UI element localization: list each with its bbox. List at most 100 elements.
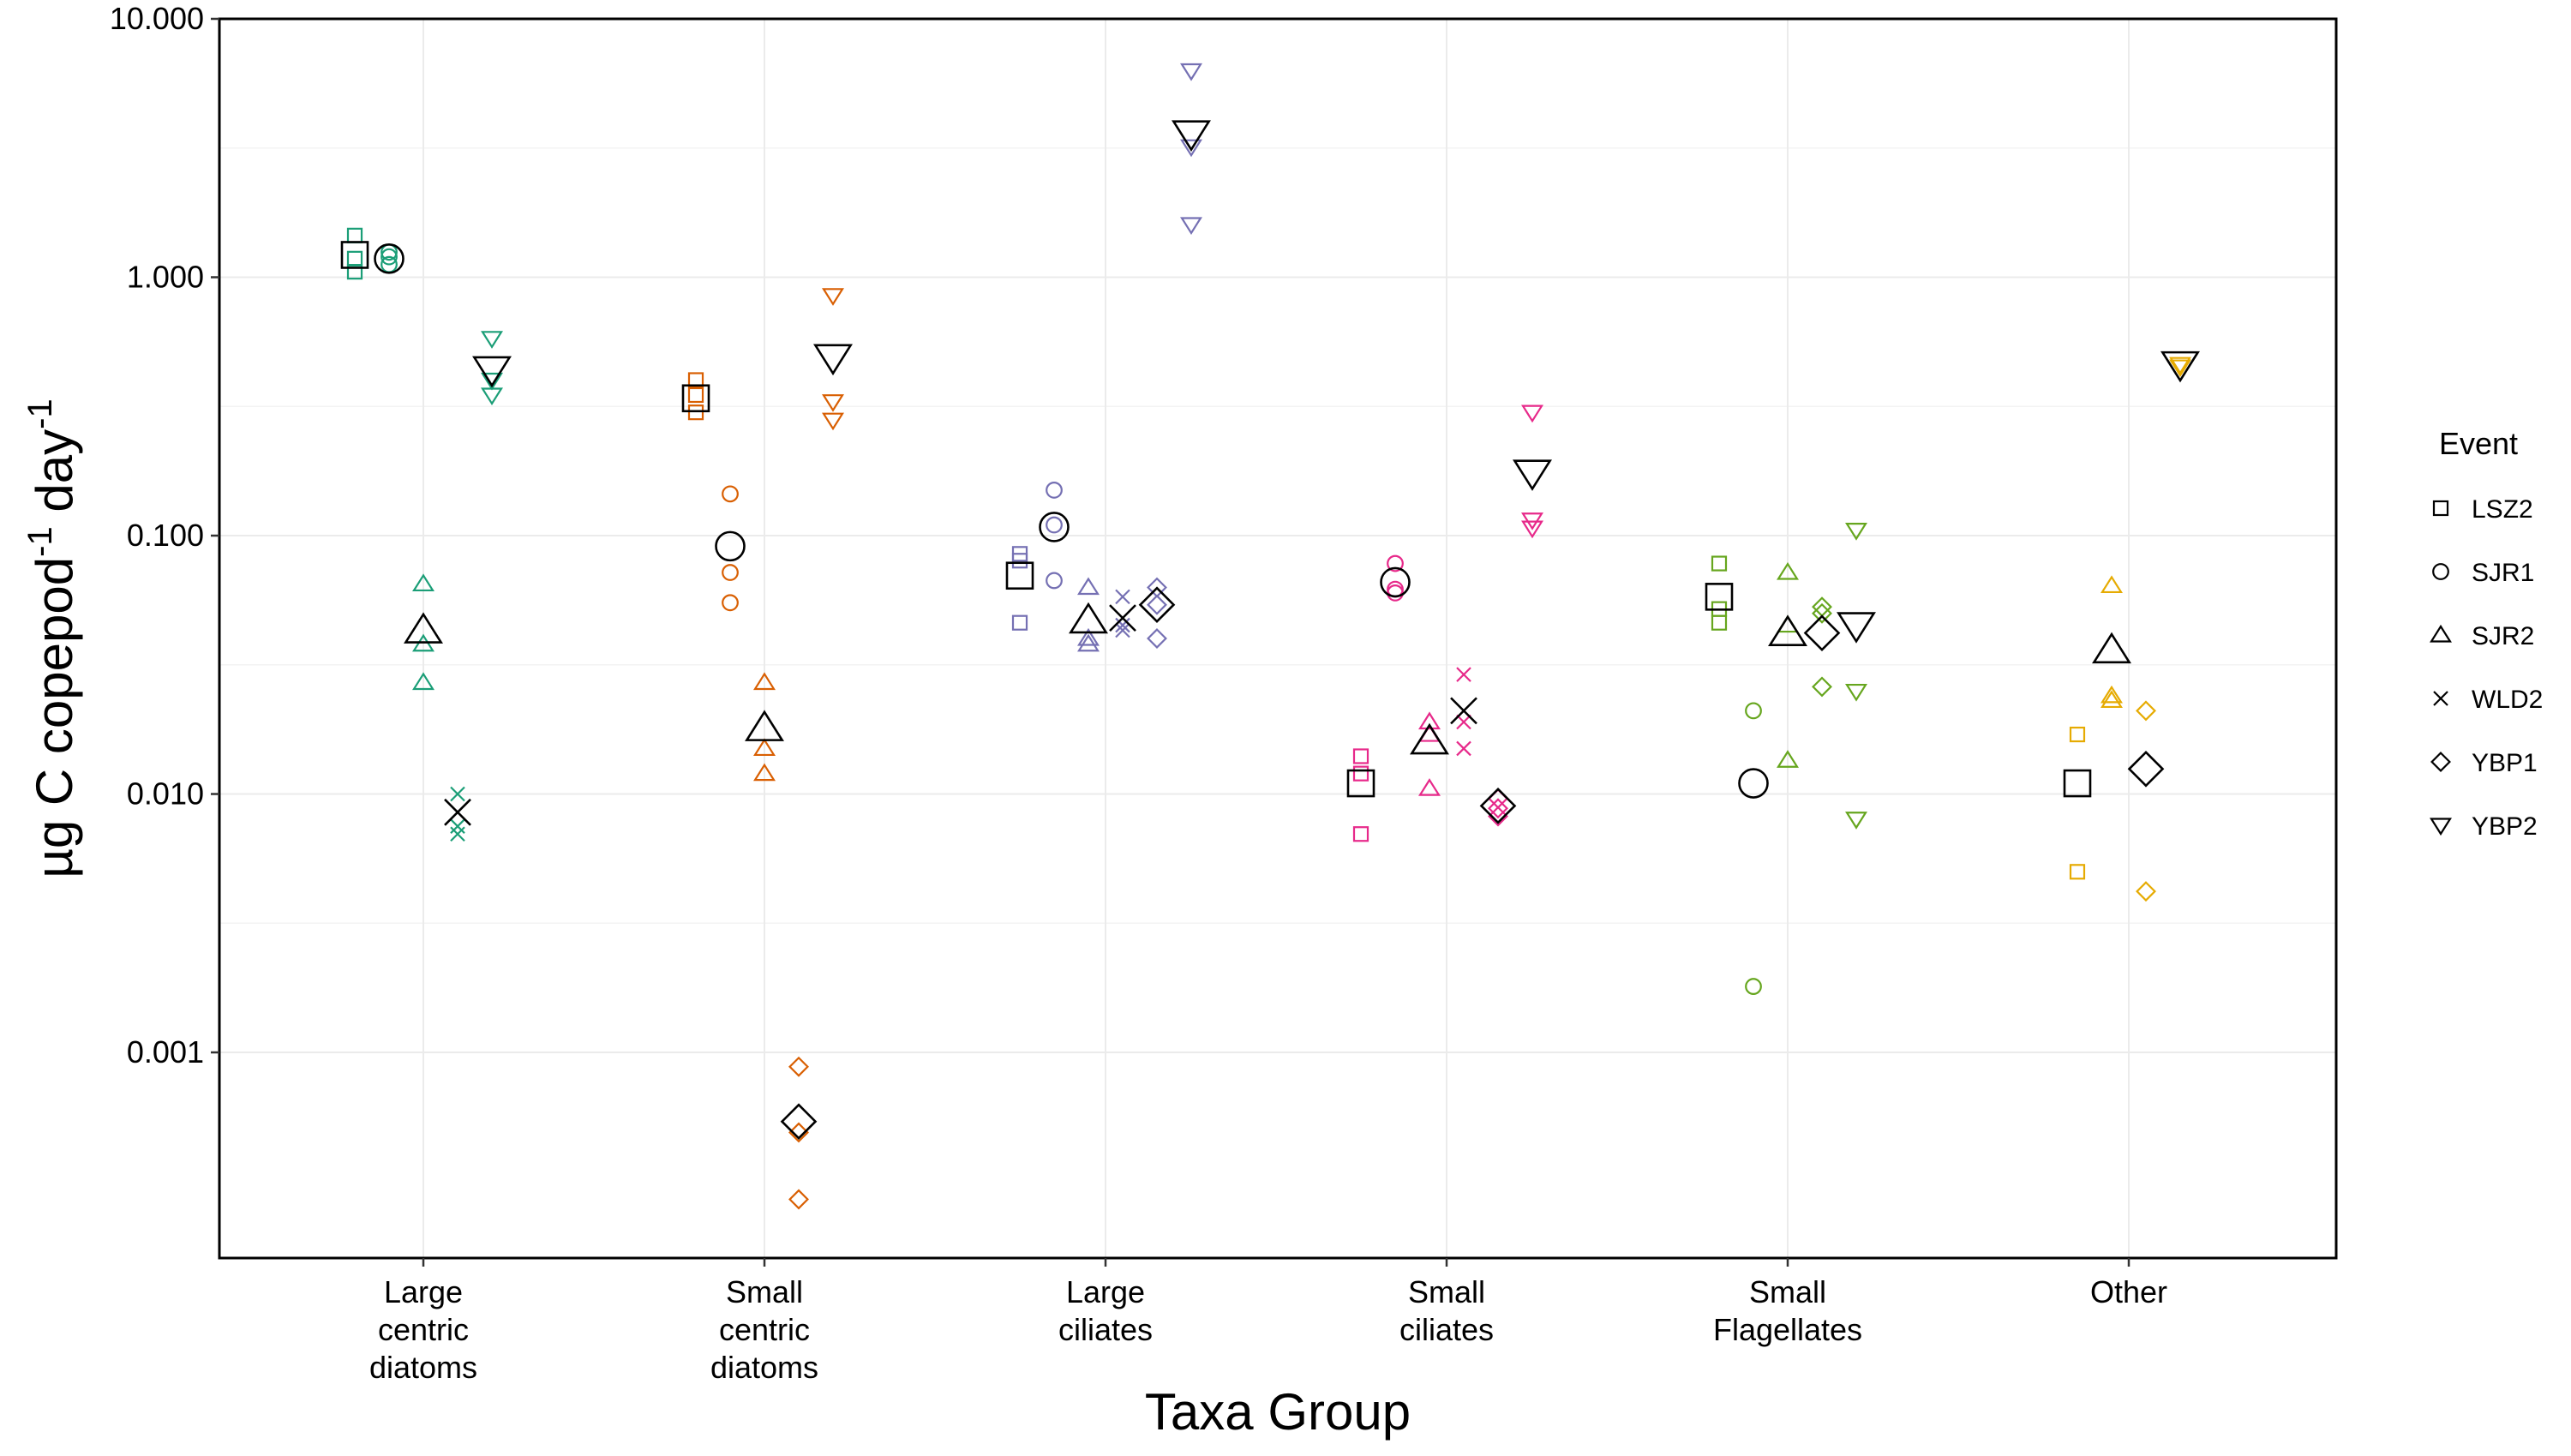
replicate-point-lsz2 <box>1352 826 1369 842</box>
replicate-point-ybp2 <box>1845 812 1867 830</box>
x-tick-label-line: centric <box>378 1312 469 1347</box>
replicate-point-lsz2 <box>1011 553 1028 569</box>
replicate-point-lsz2 <box>687 372 704 388</box>
legend-label-ybp2: YBP2 <box>2472 812 2538 841</box>
mean-point-wld2 <box>1450 697 1477 725</box>
replicate-point-ybp2 <box>822 288 844 306</box>
replicate-point-lsz2 <box>687 404 704 421</box>
mean-point-sjr2 <box>2092 632 2131 664</box>
replicate-point-sjr2 <box>1077 577 1100 596</box>
mean-point-ybp2 <box>813 344 853 376</box>
mean-point-ybp2 <box>472 356 512 388</box>
replicate-point-sjr2 <box>1777 561 1799 580</box>
replicate-point-ybp2 <box>2169 359 2191 378</box>
replicate-point-sjr1 <box>381 248 398 266</box>
replicate-point-ybp1 <box>1812 676 1832 698</box>
mean-point-sjr1 <box>1039 512 1070 542</box>
replicate-point-ybp1 <box>1488 806 1508 827</box>
mean-point-ybp1 <box>1803 614 1841 651</box>
mean-point-lsz2 <box>1005 561 1034 590</box>
mean-point-sjr1 <box>1738 768 1769 799</box>
y-tick-label: 1.000 <box>127 260 204 295</box>
replicate-point-lsz2 <box>346 250 363 267</box>
legend-label-sjr1: SJR1 <box>2472 559 2534 587</box>
mean-point-ybp1 <box>1138 586 1176 624</box>
legend-key-ybp2 <box>2430 818 2452 836</box>
x-tick-label-line: ciliates <box>1399 1312 1494 1347</box>
replicate-point-sjr2 <box>2101 685 2123 704</box>
replicate-point-ybp2 <box>1521 520 1543 539</box>
replicate-point-ybp2 <box>1521 404 1543 423</box>
replicate-point-ybp1 <box>788 1189 809 1210</box>
replicate-point-lsz2 <box>1352 765 1369 782</box>
x-tick-label-line: Small <box>1408 1274 1485 1309</box>
replicate-point-sjr2 <box>1077 627 1100 646</box>
replicate-point-sjr1 <box>1387 554 1404 572</box>
data-points <box>340 63 2200 1210</box>
replicate-point-ybp1 <box>1147 594 1167 615</box>
replicate-point-sjr1 <box>1387 584 1404 602</box>
legend-key-wld2 <box>2433 691 2448 706</box>
replicate-point-sjr2 <box>2101 575 2123 594</box>
y-axis-title-sup: -1 <box>21 398 59 429</box>
legend-label-ybp1: YBP1 <box>2472 749 2538 777</box>
replicate-point-sjr1 <box>1046 482 1063 499</box>
replicate-point-sjr2 <box>1418 711 1441 730</box>
y-axis-title-main: µg C copepod <box>26 557 83 878</box>
replicate-point-sjr2 <box>1418 778 1441 796</box>
legend-label-lsz2: LSZ2 <box>2472 495 2533 524</box>
mean-point-ybp2 <box>1513 459 1552 491</box>
y-axis: 0.001 0.010 0.100 1.000 10.000 <box>110 1 219 1070</box>
replicate-point-ybp2 <box>481 372 503 391</box>
y-tick-label: 10.000 <box>110 1 204 36</box>
replicate-point-ybp2 <box>822 394 844 412</box>
replicate-point-lsz2 <box>1352 748 1369 764</box>
mean-point-ybp2 <box>1837 612 1876 644</box>
plot-panel-border <box>218 17 2338 1260</box>
y-tick-label: 0.001 <box>127 1034 204 1070</box>
legend-key-lsz2 <box>2432 500 2449 517</box>
y-tick-label: 0.100 <box>127 518 204 553</box>
legend-key-sjr1 <box>2432 563 2449 580</box>
x-axis-title: Taxa Group <box>1145 1383 1411 1441</box>
replicate-point-ybp1 <box>788 1122 809 1143</box>
x-tick-label-line: ciliates <box>1058 1312 1153 1347</box>
mean-point-ybp1 <box>780 1103 818 1141</box>
x-tick-label-line: centric <box>719 1312 810 1347</box>
replicate-point-ybp2 <box>2169 357 2191 375</box>
replicate-point-sjr1 <box>1745 978 1762 995</box>
x-tick-label-line: diatoms <box>369 1350 477 1385</box>
replicate-point-lsz2 <box>687 386 704 404</box>
replicate-point-ybp2 <box>1180 217 1202 236</box>
x-tick-label: Other <box>2090 1274 2167 1309</box>
replicate-point-sjr2 <box>1077 633 1100 652</box>
replicate-point-sjr2 <box>2101 690 2123 709</box>
mean-point-wld2 <box>1109 604 1136 632</box>
replicate-point-lsz2 <box>1011 614 1028 631</box>
mean-point-sjr1 <box>374 243 405 274</box>
replicate-point-ybp2 <box>1845 523 1867 541</box>
replicate-point-wld2 <box>1115 589 1130 605</box>
replicate-point-sjr1 <box>722 485 739 503</box>
mean-point-ybp2 <box>1172 120 1211 152</box>
replicate-point-ybp2 <box>481 331 503 349</box>
x-tick-label-line: Small <box>1749 1274 1826 1309</box>
mean-point-wld2 <box>444 798 471 826</box>
replicate-point-ybp2 <box>481 387 503 406</box>
mean-point-sjr2 <box>1768 614 1807 646</box>
replicate-point-ybp1 <box>2136 700 2156 722</box>
replicate-point-ybp1 <box>1488 798 1508 819</box>
replicate-point-sjr2 <box>1777 750 1799 768</box>
replicate-point-ybp1 <box>1812 602 1832 624</box>
replicate-point-wld2 <box>1456 714 1471 730</box>
y-tick-label: 0.010 <box>127 776 204 812</box>
replicate-point-lsz2 <box>2069 864 2086 880</box>
replicate-point-lsz2 <box>2069 726 2086 743</box>
replicate-point-sjr1 <box>722 564 739 581</box>
replicate-point-sjr1 <box>1046 516 1063 534</box>
x-tick-label-line: Large <box>384 1274 463 1309</box>
replicate-point-lsz2 <box>1711 555 1728 572</box>
replicate-point-sjr2 <box>753 763 776 782</box>
mean-point-sjr1 <box>1380 566 1411 598</box>
